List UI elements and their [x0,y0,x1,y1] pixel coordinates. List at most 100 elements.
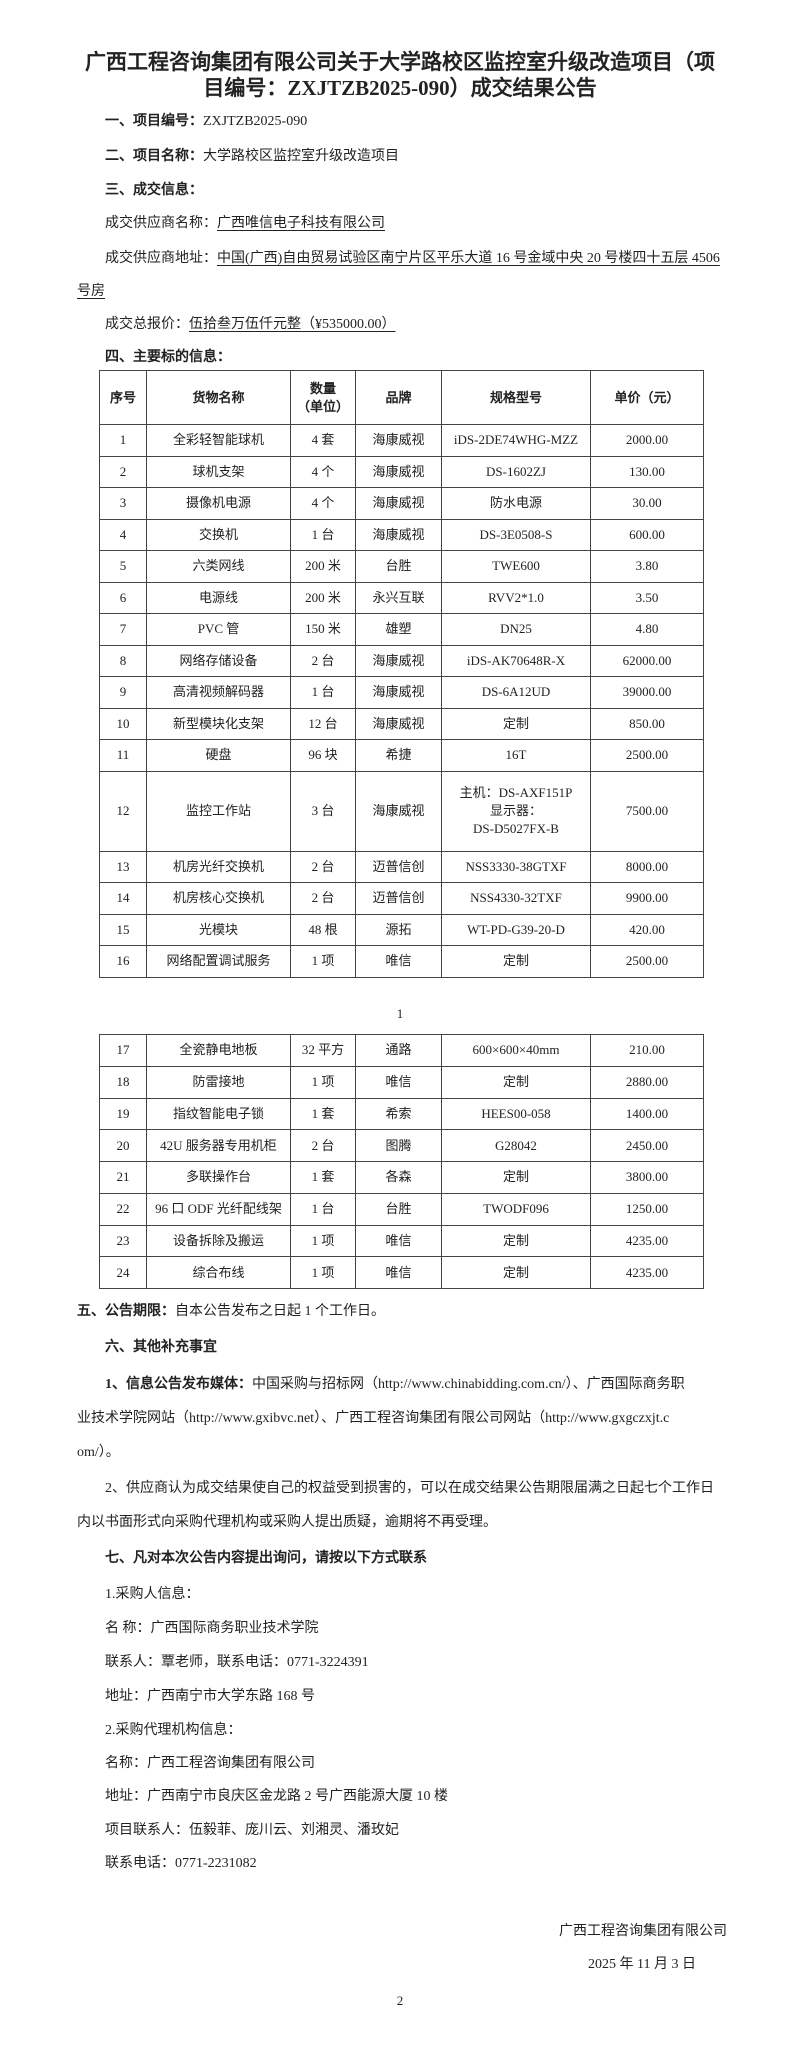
media-line2: 业技术学院网站（http://www.gxibvc.net）、广西工程咨询集团有… [77,1411,670,1426]
cell-model: 主机：DS-AXF151P 显示器： DS-D5027FX-B [441,770,591,852]
cell-model: DS-1602ZJ [441,455,591,488]
cell-model: DS-3E0508-S [441,518,591,551]
cell-unit-price: 1250.00 [590,1192,704,1226]
table-row: 5 六类网线 200 米台胜 TWE600 3.80 [99,550,704,583]
cell-brand: 海康威视 [355,770,442,852]
table-row: 10 新型模块化支架 12 台海康威视 定制 850.00 [99,707,704,740]
cell-model: NSS3330-38GTXF [441,850,591,883]
cell-model: 定制 [441,1065,591,1099]
cell-item-name: 交换机 [146,518,291,551]
cell-unit-price: 2500.00 [590,945,704,978]
cell-brand: 唯信 [355,1256,442,1289]
table-row: 15 光模块 48 根源拓 WT-PD-G39-20-D 420.00 [99,913,704,946]
header-unit-price: 单价（元） [590,370,704,425]
main-info-heading: 四、主要标的信息： [105,350,231,365]
cell-quantity: 1 项 [290,1256,356,1289]
media-line3: om/）。 [77,1445,120,1460]
cell-brand: 雄塑 [355,613,442,646]
cell-model: iDS-2DE74WHG-MZZ [441,424,591,457]
cell-model: 16T [441,739,591,772]
cell-item-name: PVC 管 [146,613,291,646]
total-price-label: 成交总报价： [105,317,189,332]
project-name: 二、项目名称：大学路校区监控室升级改造项目 [105,147,399,167]
table-row: 12 监控工作站 3 台海康威视 主机：DS-AXF151P 显示器： DS-D5027F… [99,770,704,852]
cell-brand: 海康威视 [355,676,442,709]
cell-item-name: 六类网线 [146,550,291,583]
cell-model: 600×600×40mm [441,1034,591,1067]
table-row: 6 电源线 200 米永兴互联 RVV2*1.0 3.50 [99,581,704,614]
cell-brand: 希索 [355,1097,442,1131]
cell-quantity: 1 套 [290,1097,356,1131]
table-row: 1 全彩轻智能球机 4 套海康威视 iDS-2DE74WHG-MZZ 2000.00 [99,424,704,457]
cell-index: 13 [99,850,147,883]
project-number: 一、项目编号：ZXJTZB2025-090 [105,112,307,132]
total-price: 成交总报价：伍拾叁万伍仟元整（¥535000.00） [105,315,396,335]
cell-item-name: 机房光纤交换机 [146,850,291,883]
table-row: 18 防雷接地 1 项唯信 定制 2880.00 [99,1065,704,1099]
cell-item-name: 机房核心交换机 [146,882,291,915]
cell-item-name: 96 口 ODF 光纤配线架 [146,1192,291,1226]
cell-brand: 各森 [355,1161,442,1194]
supplier-address: 成交供应商地址：中国(广西)自由贸易试验区南宁片区平乐大道 16 号金域中央 2… [105,249,720,269]
cell-unit-price: 4235.00 [590,1256,704,1289]
table-row: 11 硬盘 96 块希捷 16T 2500.00 [99,739,704,772]
page-number-1: 1 [396,1006,404,1021]
cell-index: 2 [99,455,147,488]
table-row: 16 网络配置调试服务 1 项唯信 定制 2500.00 [99,945,704,978]
cell-model: TWODF096 [441,1192,591,1226]
cell-item-name: 监控工作站 [146,770,291,852]
cell-brand: 海康威视 [355,455,442,488]
cell-unit-price: 3800.00 [590,1161,704,1194]
cell-item-name: 多联操作台 [146,1161,291,1194]
cell-quantity: 12 台 [290,707,356,740]
cell-brand: 台胜 [355,550,442,583]
table-row: 3 摄像机电源 4 个海康威视 防水电源 30.00 [99,487,704,520]
cell-quantity: 2 台 [290,644,356,677]
header-brand: 品牌 [355,370,442,425]
agent-address: 地址：广西南宁市良庆区金龙路 2 号广西能源大厦 10 楼 [105,1789,448,1804]
cell-quantity: 200 米 [290,550,356,583]
cell-brand: 海康威视 [355,424,442,457]
cell-item-name: 全瓷静电地板 [146,1034,291,1067]
cell-quantity: 96 块 [290,739,356,772]
cell-item-name: 综合布线 [146,1256,291,1289]
cell-quantity: 150 米 [290,613,356,646]
project-number-value: ZXJTZB2025-090 [203,114,308,129]
cell-unit-price: 130.00 [590,455,704,488]
cell-index: 23 [99,1224,147,1258]
cell-item-name: 设备拆除及搬运 [146,1224,291,1258]
supplier-name-value: 广西唯信电子科技有限公司 [217,216,385,231]
cell-unit-price: 4.80 [590,613,704,646]
table-row: 21 多联操作台 1 套各森 定制 3800.00 [99,1161,704,1194]
cell-quantity: 1 项 [290,1224,356,1258]
cell-index: 21 [99,1161,147,1194]
cell-unit-price: 62000.00 [590,644,704,677]
cell-quantity: 2 台 [290,882,356,915]
cell-index: 16 [99,945,147,978]
table-row: 17 全瓷静电地板 32 平方 通路 600×600×40mm 210.00 [99,1034,704,1067]
buyer-name: 名 称：广西国际商务职业技术学院 [105,1621,319,1636]
cell-brand: 唯信 [355,1065,442,1099]
cell-unit-price: 39000.00 [590,676,704,709]
cell-index: 5 [99,550,147,583]
cell-unit-price: 3.50 [590,581,704,614]
contact-heading: 七、凡对本次公告内容提出询问，请按以下方式联系 [105,1551,427,1566]
table-row: 19 指纹智能电子锁 1 套希索 HEES00-058 1400.00 [99,1097,704,1131]
cell-index: 4 [99,518,147,551]
cell-index: 3 [99,487,147,520]
cell-brand: 海康威视 [355,707,442,740]
cell-unit-price: 4235.00 [590,1224,704,1258]
agent-name: 名称：广西工程咨询集团有限公司 [105,1756,315,1771]
cell-brand: 唯信 [355,1224,442,1258]
signature-company: 广西工程咨询集团有限公司 [559,1924,727,1939]
items-table-page2: 17 全瓷静电地板 32 平方 通路 600×600×40mm 210.00 18 防雷接地 1… [99,1034,704,1289]
cell-model: DS-6A12UD [441,676,591,709]
agent-phone: 联系电话：0771-2231082 [105,1856,257,1871]
supplier-name-label: 成交供应商名称： [105,216,217,231]
cell-model: G28042 [441,1129,591,1162]
table-row: 8 网络存储设备 2 台海康威视 iDS-AK70648R-X 62000.00 [99,644,704,677]
project-number-label: 一、项目编号： [105,114,203,129]
cell-quantity: 4 个 [290,455,356,488]
table-row: 13 机房光纤交换机 2 台迈普信创 NSS3330-38GTXF 8000.00 [99,850,704,883]
cell-item-name: 电源线 [146,581,291,614]
